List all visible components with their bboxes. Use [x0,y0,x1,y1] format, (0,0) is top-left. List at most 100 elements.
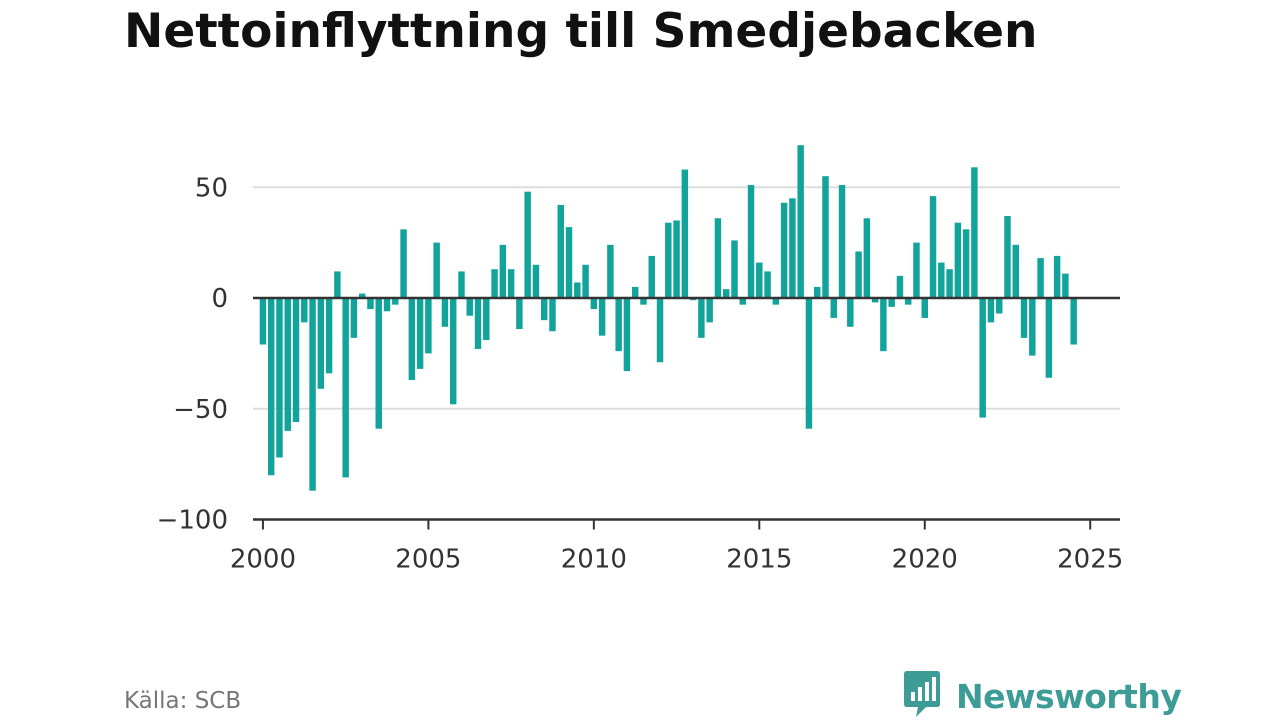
bar [830,298,837,318]
bar [317,298,325,389]
bar [1062,273,1069,298]
bar [1029,298,1036,356]
bar [855,251,862,298]
bar [441,298,449,327]
bar [747,185,755,298]
bar [995,298,1003,314]
bar [656,298,664,363]
bar [1012,244,1019,298]
bar [665,222,672,298]
bar [408,298,416,380]
bar [722,289,730,298]
bar [267,298,275,476]
bar [615,298,622,352]
newsworthy-brand[interactable]: Newsworthy [902,670,1182,722]
bar [896,275,904,298]
bar [532,264,540,298]
bars [259,145,1077,491]
bar [946,269,953,298]
bar [631,286,639,298]
bar [863,218,871,298]
bar [433,242,440,298]
bar [640,298,647,305]
bar [739,298,746,305]
bar [334,271,341,298]
source-label: Källa: SCB [124,688,242,714]
bar [284,298,291,431]
bar [582,264,589,298]
bar [1053,255,1061,298]
bar [838,185,846,298]
bar [962,229,970,298]
newsworthy-logo-icon [902,670,942,722]
y-tick-label: 50 [195,173,228,203]
bar [847,298,854,327]
bar [772,298,780,305]
bar [491,269,498,298]
bar [474,298,482,349]
bar [516,298,523,330]
bar [449,298,457,405]
bar [764,271,771,298]
bar [499,244,507,298]
bar [524,191,531,298]
bar [1037,258,1044,298]
bar [425,298,432,354]
y-tick-label: −100 [157,506,228,536]
bar [1020,298,1028,338]
y-axis-ticks: 50 0 −50 −100 [157,173,228,535]
bar [648,255,655,298]
bar [540,298,548,321]
bar [557,204,564,298]
bar [325,298,333,374]
bar [913,242,920,298]
bar [549,298,556,332]
bar [871,298,879,303]
bar [904,298,912,305]
bar [1045,298,1053,378]
bar [350,298,358,338]
bar [756,262,763,298]
bar [367,298,374,310]
y-tick-label: −50 [173,395,228,425]
bar [466,298,473,316]
bar [309,298,316,491]
bar [789,198,796,298]
bar [292,298,300,423]
brand-name: Newsworthy [956,676,1182,716]
bar [921,298,928,318]
bar [979,298,986,418]
bar [673,220,680,298]
x-tick-label: 2000 [230,545,296,575]
bar [971,167,978,298]
bar [400,229,407,298]
bar [929,196,937,298]
bar [888,298,895,307]
bar [416,298,424,369]
bar [358,293,366,298]
bar [483,298,490,341]
bar [598,298,606,336]
bar [880,298,887,352]
bar [813,286,821,298]
bar [607,244,614,298]
x-axis-ticks: 2000 2005 2010 2015 2020 2025 [230,519,1123,575]
bar [375,298,382,429]
bar [383,298,391,312]
y-tick-label: 0 [211,284,228,314]
bar [706,298,713,323]
x-tick-label: 2005 [395,545,461,575]
bar [276,298,283,458]
bar [565,227,573,298]
x-tick-label: 2010 [561,545,627,575]
x-tick-label: 2020 [892,545,958,575]
bar [458,271,465,298]
bar [259,298,267,345]
bar [1004,216,1011,298]
bar [392,298,399,305]
bar [938,262,945,298]
bar [590,298,598,310]
bar [342,298,349,478]
x-tick-label: 2015 [726,545,792,575]
